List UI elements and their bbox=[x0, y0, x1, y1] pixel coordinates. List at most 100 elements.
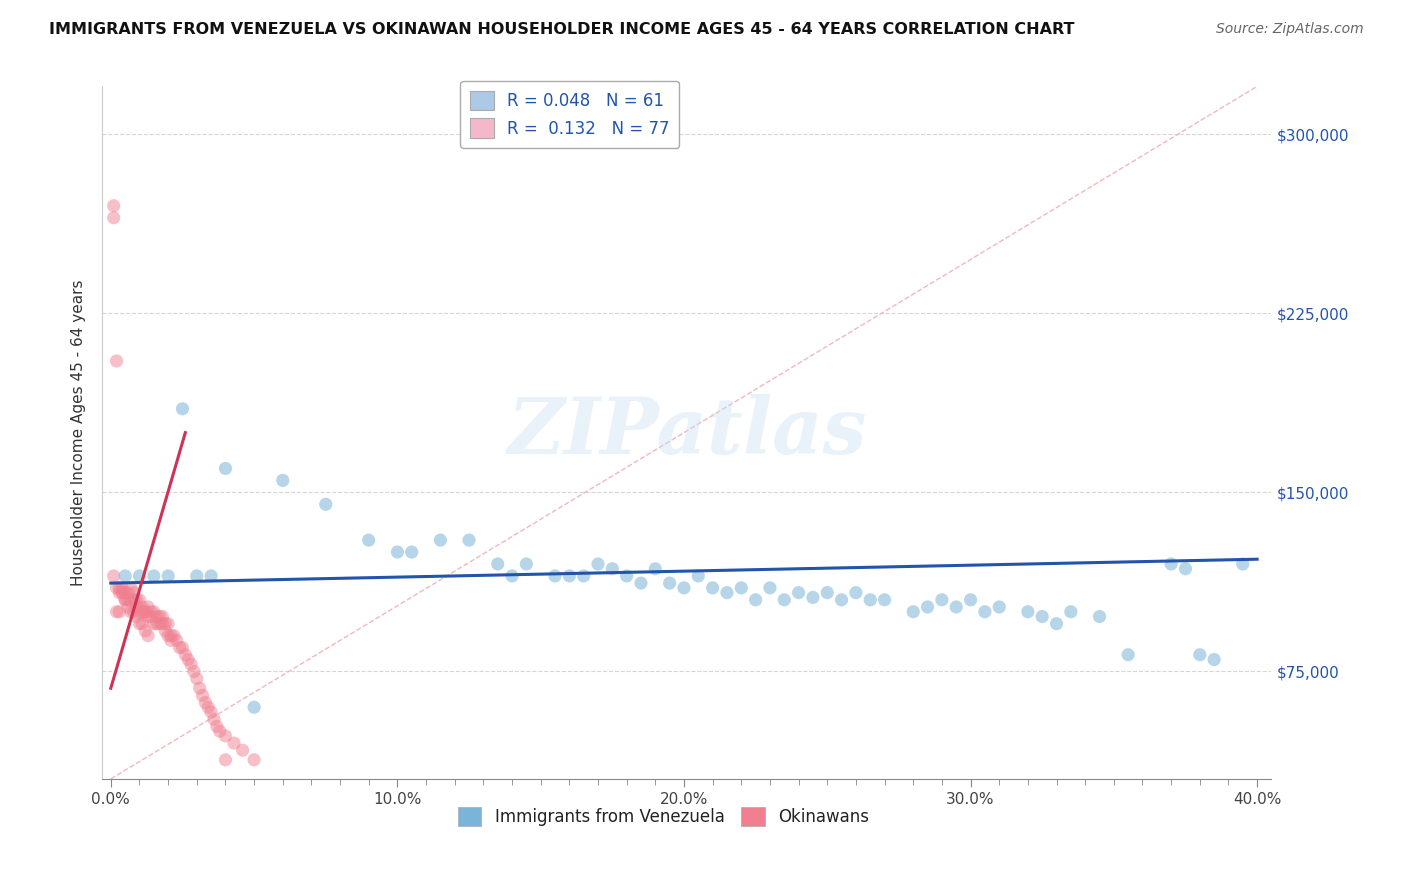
Point bbox=[815, 585, 838, 599]
Point bbox=[801, 591, 824, 605]
Point bbox=[169, 640, 191, 655]
Point bbox=[136, 629, 159, 643]
Point bbox=[1174, 562, 1197, 576]
Point bbox=[122, 605, 145, 619]
Point bbox=[688, 569, 710, 583]
Point bbox=[148, 609, 170, 624]
Point bbox=[716, 585, 738, 599]
Point bbox=[120, 605, 142, 619]
Point bbox=[200, 569, 222, 583]
Point bbox=[186, 672, 208, 686]
Point bbox=[131, 616, 153, 631]
Point bbox=[214, 753, 236, 767]
Point bbox=[120, 592, 142, 607]
Point bbox=[873, 592, 896, 607]
Point bbox=[186, 569, 208, 583]
Point bbox=[1116, 648, 1139, 662]
Point bbox=[108, 605, 131, 619]
Point bbox=[117, 599, 139, 614]
Point bbox=[730, 581, 752, 595]
Text: Source: ZipAtlas.com: Source: ZipAtlas.com bbox=[1216, 22, 1364, 37]
Point bbox=[558, 569, 581, 583]
Point bbox=[111, 581, 134, 595]
Point bbox=[959, 592, 981, 607]
Point bbox=[183, 665, 205, 679]
Point bbox=[172, 640, 194, 655]
Point bbox=[515, 557, 537, 571]
Point bbox=[1188, 648, 1211, 662]
Point bbox=[1031, 609, 1053, 624]
Point bbox=[111, 585, 134, 599]
Point bbox=[160, 633, 183, 648]
Point bbox=[160, 629, 183, 643]
Point bbox=[125, 609, 148, 624]
Point bbox=[131, 605, 153, 619]
Point bbox=[172, 401, 194, 416]
Point bbox=[1017, 605, 1039, 619]
Point bbox=[128, 569, 150, 583]
Point bbox=[205, 719, 228, 733]
Point bbox=[103, 569, 125, 583]
Point bbox=[108, 581, 131, 595]
Point bbox=[271, 474, 294, 488]
Point bbox=[357, 533, 380, 547]
Point bbox=[166, 633, 188, 648]
Point bbox=[232, 743, 254, 757]
Point bbox=[200, 705, 222, 719]
Point bbox=[114, 592, 136, 607]
Point bbox=[155, 616, 177, 631]
Point bbox=[108, 585, 131, 599]
Point bbox=[152, 616, 174, 631]
Text: ZIPatlas: ZIPatlas bbox=[508, 394, 866, 471]
Point bbox=[145, 609, 167, 624]
Point bbox=[177, 652, 200, 666]
Point bbox=[1045, 616, 1067, 631]
Point bbox=[1232, 557, 1254, 571]
Point bbox=[945, 599, 967, 614]
Point bbox=[486, 557, 509, 571]
Point bbox=[136, 599, 159, 614]
Point bbox=[630, 576, 652, 591]
Point bbox=[180, 657, 202, 672]
Point bbox=[243, 753, 266, 767]
Point bbox=[572, 569, 595, 583]
Point bbox=[105, 581, 128, 595]
Point bbox=[845, 585, 868, 599]
Point bbox=[157, 629, 180, 643]
Point bbox=[429, 533, 451, 547]
Point bbox=[773, 592, 796, 607]
Point bbox=[988, 599, 1011, 614]
Point bbox=[202, 712, 225, 726]
Point bbox=[120, 581, 142, 595]
Point bbox=[103, 199, 125, 213]
Point bbox=[616, 569, 638, 583]
Point bbox=[208, 724, 231, 739]
Legend: Immigrants from Venezuela, Okinawans: Immigrants from Venezuela, Okinawans bbox=[451, 800, 876, 833]
Point bbox=[142, 569, 165, 583]
Point bbox=[644, 562, 666, 576]
Point bbox=[117, 592, 139, 607]
Point bbox=[903, 605, 925, 619]
Point bbox=[191, 689, 214, 703]
Point bbox=[931, 592, 953, 607]
Point bbox=[105, 354, 128, 368]
Point bbox=[148, 616, 170, 631]
Point bbox=[658, 576, 681, 591]
Point bbox=[105, 605, 128, 619]
Point bbox=[155, 624, 177, 638]
Point bbox=[157, 569, 180, 583]
Point bbox=[114, 592, 136, 607]
Point bbox=[128, 616, 150, 631]
Y-axis label: Householder Income Ages 45 - 64 years: Householder Income Ages 45 - 64 years bbox=[72, 279, 86, 586]
Point bbox=[1060, 605, 1083, 619]
Point bbox=[586, 557, 609, 571]
Point bbox=[602, 562, 624, 576]
Point bbox=[142, 616, 165, 631]
Point bbox=[401, 545, 423, 559]
Point bbox=[163, 629, 186, 643]
Point bbox=[759, 581, 782, 595]
Point bbox=[103, 211, 125, 225]
Point bbox=[111, 585, 134, 599]
Point bbox=[122, 592, 145, 607]
Point bbox=[139, 609, 162, 624]
